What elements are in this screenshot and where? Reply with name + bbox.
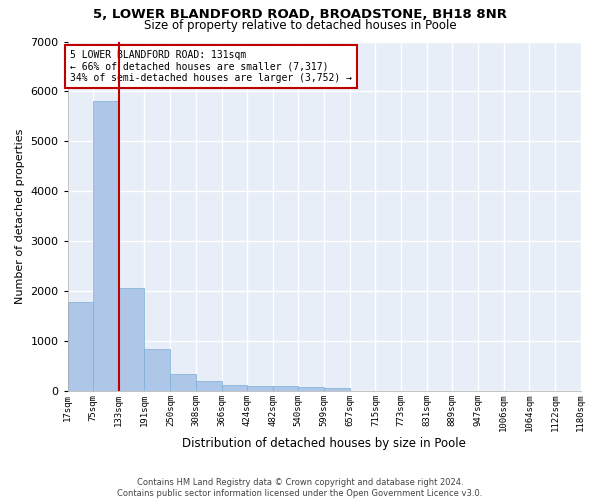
Text: 5, LOWER BLANDFORD ROAD, BROADSTONE, BH18 8NR: 5, LOWER BLANDFORD ROAD, BROADSTONE, BH1… [93, 8, 507, 20]
Bar [273, 386, 298, 391]
Text: 5 LOWER BLANDFORD ROAD: 131sqm
← 66% of detached houses are smaller (7,317)
34% : 5 LOWER BLANDFORD ROAD: 131sqm ← 66% of … [70, 50, 352, 84]
Bar [325, 388, 350, 391]
Bar [68, 302, 93, 391]
Bar [93, 102, 119, 391]
Bar [145, 349, 170, 391]
Bar [196, 381, 221, 391]
Text: Size of property relative to detached houses in Poole: Size of property relative to detached ho… [143, 19, 457, 32]
Bar [298, 388, 325, 391]
Bar [247, 386, 273, 391]
Text: Contains HM Land Registry data © Crown copyright and database right 2024.
Contai: Contains HM Land Registry data © Crown c… [118, 478, 482, 498]
Bar [119, 288, 145, 391]
Y-axis label: Number of detached properties: Number of detached properties [15, 128, 25, 304]
X-axis label: Distribution of detached houses by size in Poole: Distribution of detached houses by size … [182, 437, 466, 450]
Bar [170, 374, 196, 391]
Bar [221, 385, 247, 391]
